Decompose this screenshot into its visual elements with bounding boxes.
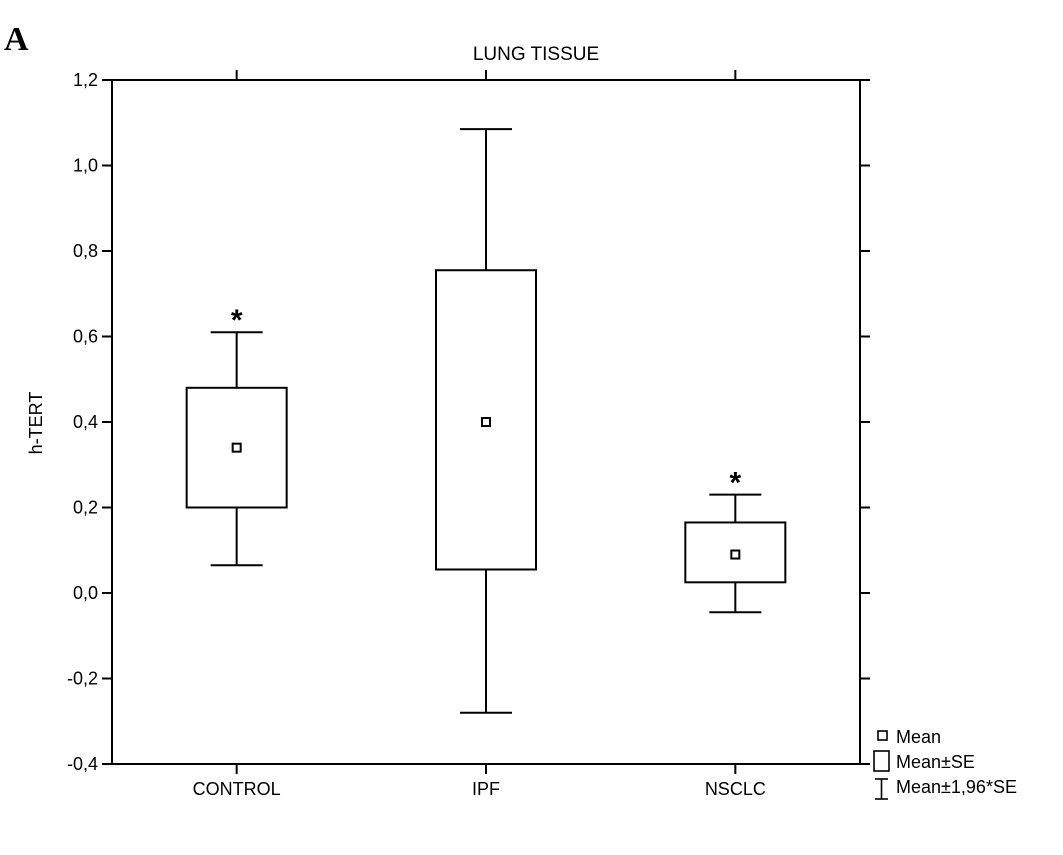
legend-se-icon <box>873 750 890 772</box>
legend: Mean Mean±SE Mean±1,96*SE <box>873 727 1017 800</box>
mean-marker <box>730 549 741 560</box>
legend-se-label: Mean±SE <box>896 752 975 772</box>
box-group: * <box>185 304 288 567</box>
mean-marker <box>231 442 242 453</box>
legend-mean-label: Mean <box>896 727 941 747</box>
chart-title: LUNG TISSUE <box>473 44 599 65</box>
y-axis: -0,4 -0,2 0,0 0,2 0,4 0,6 0,8 1,0 1,2 <box>67 70 870 774</box>
y-tick-label: 0,6 <box>73 327 98 347</box>
y-tick-label: 0,4 <box>73 412 98 432</box>
y-tick-label: 0,2 <box>73 498 98 518</box>
significance-marker: * <box>729 467 741 500</box>
x-tick-label: CONTROL <box>193 779 281 799</box>
box-group: * <box>684 467 787 614</box>
y-tick-label: -0,2 <box>67 669 98 689</box>
box-group <box>435 128 537 714</box>
y-tick-label: 1,0 <box>73 156 98 176</box>
legend-ci-label: Mean±1,96*SE <box>896 777 1017 797</box>
mean-marker <box>481 417 491 427</box>
y-axis-label: h-TERT <box>26 392 46 455</box>
y-tick-label: 1,2 <box>73 70 98 90</box>
x-tick-label: NSCLC <box>705 779 766 799</box>
y-tick-label: 0,0 <box>73 583 98 603</box>
y-tick-label: -0,4 <box>67 754 98 774</box>
significance-marker: * <box>231 304 243 337</box>
x-axis: CONTROL IPF NSCLC <box>193 70 766 799</box>
y-tick-label: 0,8 <box>73 241 98 261</box>
x-tick-label: IPF <box>472 779 500 799</box>
plot-area: ** <box>185 128 787 714</box>
panel-label: A <box>4 21 29 58</box>
legend-mean-icon <box>877 730 888 741</box>
